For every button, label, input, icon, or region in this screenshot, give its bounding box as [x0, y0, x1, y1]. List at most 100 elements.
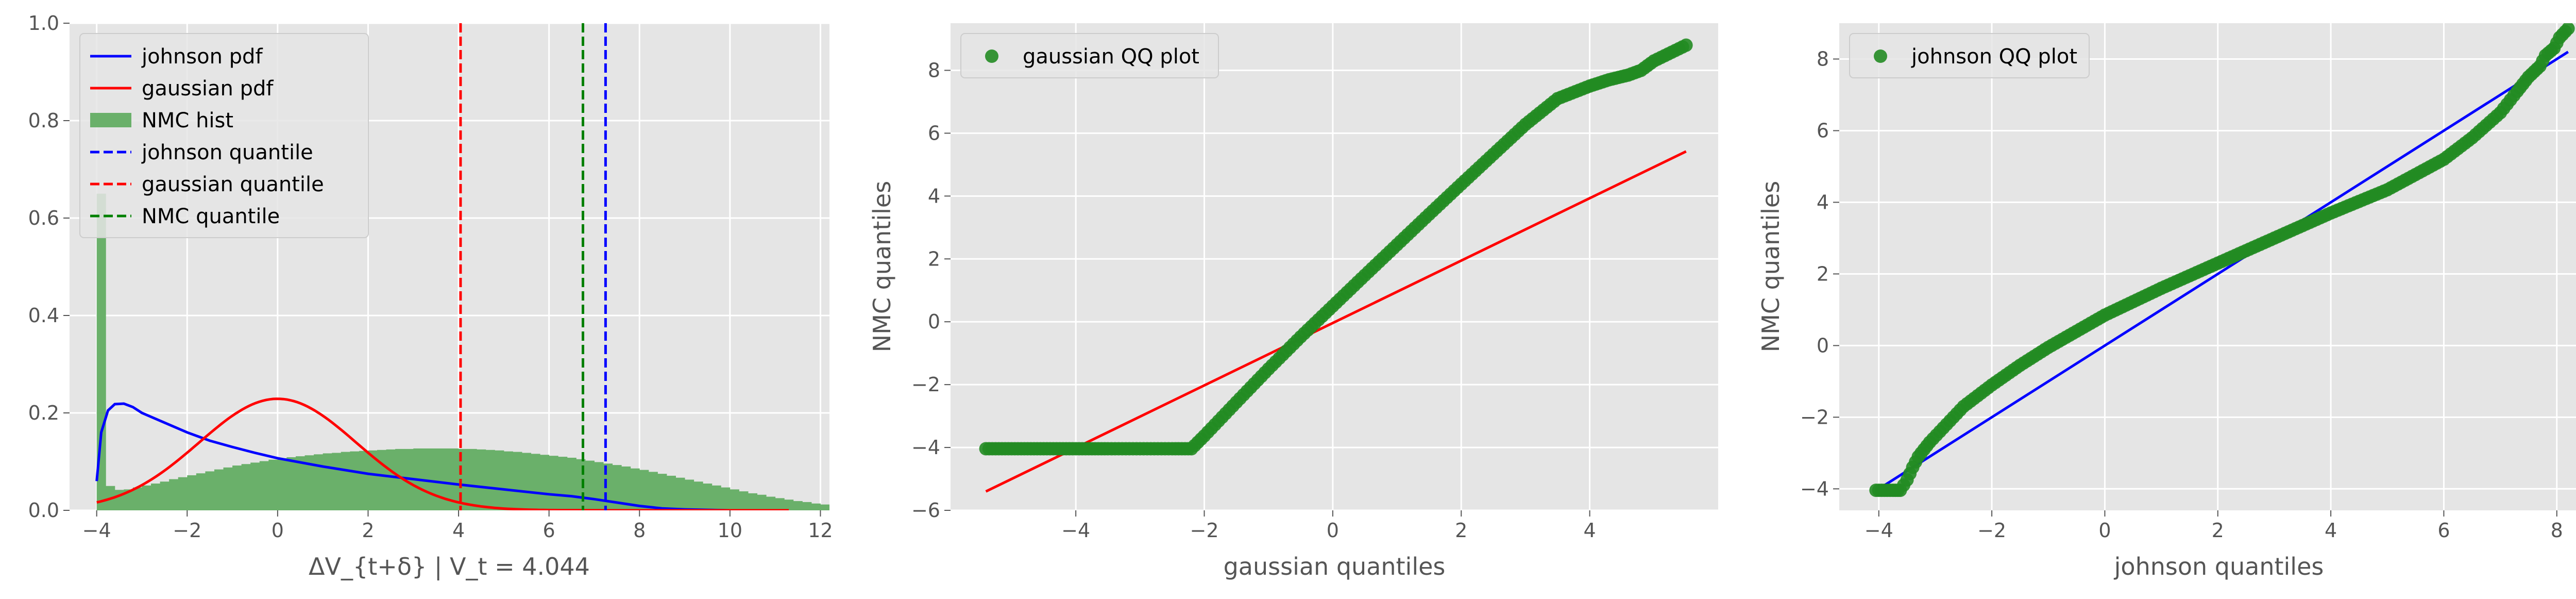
histogram-bar: [784, 500, 794, 510]
histogram-bar: [467, 448, 477, 510]
legend-label: johnson quantile: [141, 141, 313, 164]
histogram-bar: [820, 504, 829, 510]
histogram-bar: [377, 450, 387, 510]
y-tick-label: −6: [911, 499, 940, 522]
histogram-bar: [250, 462, 260, 510]
x-tick-label: 12: [808, 519, 833, 542]
histogram-bar: [775, 498, 785, 510]
histogram-bar: [477, 449, 486, 510]
histogram-bar: [187, 475, 197, 510]
y-tick-label: 4: [1817, 191, 1829, 213]
histogram-bar: [142, 485, 151, 510]
histogram-bar: [630, 468, 640, 510]
series-lines: [95, 23, 789, 510]
histogram-bar: [503, 451, 513, 510]
histogram-bar: [612, 465, 622, 510]
x-tick-label: −2: [1190, 519, 1218, 542]
histogram-bar: [304, 455, 314, 510]
x-tick-label: 8: [2551, 519, 2563, 542]
x-tick-label: 4: [1584, 519, 1596, 542]
y-tick-labels: −4 −2 0 2 4 6 8: [1800, 47, 1829, 500]
legend-frame: [79, 33, 369, 238]
johnson-qq-axes: −4 −2 0 2 4 6 8 −4 −2 0 2 4 6 8 johnson quantiles NM…: [1757, 23, 2576, 580]
histogram-bar: [395, 448, 405, 510]
legend: gaussian QQ plot: [960, 33, 1219, 78]
y-tick-label: 0: [928, 310, 940, 333]
x-axis-label: gaussian quantiles: [1224, 553, 1446, 580]
histogram-bar: [739, 491, 749, 510]
histogram-bar: [422, 448, 432, 510]
histogram-bar: [648, 472, 658, 510]
histogram-bar: [485, 450, 495, 510]
scatter-points: [1869, 23, 2575, 497]
y-tick-label: 1.0: [28, 12, 59, 35]
x-axis-label: ΔV_{t+δ} | V_t = 4.044: [309, 553, 590, 581]
y-tick-label: 8: [928, 59, 940, 81]
histogram-bar: [359, 451, 368, 510]
histogram-bar: [857, 508, 866, 510]
y-axis-label: NMC quantiles: [868, 181, 896, 352]
legend-label: NMC hist: [142, 109, 233, 132]
x-tick-label: 10: [718, 519, 742, 542]
histogram-bar: [567, 457, 577, 510]
x-tick-label: 4: [452, 519, 465, 542]
histogram-bar: [449, 448, 459, 510]
histogram-bar: [132, 487, 142, 510]
histogram-bar: [621, 466, 631, 510]
histogram-bar: [540, 455, 550, 510]
x-tick-label: 8: [633, 519, 646, 542]
x-tick-labels: −4 −2 0 2 4: [1061, 519, 1596, 542]
y-tick-labels: −6 −4 −2 0 2 4 6 8: [911, 59, 940, 522]
series-lines: [1875, 51, 2569, 492]
series-line: [95, 402, 789, 510]
x-tick-label: 6: [2437, 519, 2450, 542]
histogram-bar: [268, 459, 278, 510]
histogram-bar: [884, 509, 893, 510]
legend-frame: [960, 33, 1219, 78]
histogram-bar: [368, 450, 378, 510]
y-tick-label: 4: [928, 185, 940, 207]
y-tick-label: 8: [1817, 47, 1829, 70]
scatter-points: [979, 38, 1693, 456]
histogram-bar: [711, 485, 721, 510]
x-gridlines: [1878, 23, 2558, 517]
plot-background: [951, 23, 1718, 510]
histogram-bar: [241, 464, 251, 510]
x-tick-labels: −4 −2 0 2 4 6 8: [1865, 519, 2563, 542]
histogram-bar: [341, 452, 350, 510]
x-tick-label: −4: [1061, 519, 1090, 542]
histogram-bar: [169, 479, 179, 510]
histogram-bar: [802, 502, 812, 510]
x-tick-label: −2: [173, 519, 201, 542]
histogram-bar: [675, 477, 685, 510]
histogram-bar: [693, 481, 703, 510]
series-line: [96, 397, 789, 510]
histogram-bar: [521, 453, 532, 510]
histogram-bar: [549, 456, 558, 510]
histogram-axes: 0.0 0.2 0.4 0.6 0.8 1.0 −4 −2 0 2 4 6 8 10 12 ΔV_{t+δ…: [28, 12, 902, 581]
histogram-bar: [893, 509, 902, 510]
histogram-bar: [639, 470, 649, 510]
histogram-bar: [259, 461, 269, 510]
series-line: [1875, 51, 2569, 492]
legend-swatch: [1874, 49, 1887, 63]
histogram-bar: [848, 507, 857, 510]
x-tick-label: −2: [1977, 519, 2006, 542]
histogram-bar: [151, 484, 161, 510]
histogram-bar: [323, 453, 332, 510]
legend-frame: [1849, 33, 2090, 78]
y-tick-label: 0.4: [28, 304, 59, 327]
histogram-bar: [730, 489, 739, 510]
legend-label: gaussian pdf: [142, 77, 274, 101]
histogram-bar: [386, 449, 396, 510]
histogram-bar: [531, 454, 540, 510]
qq-point: [1679, 38, 1693, 52]
histogram-bar: [314, 454, 324, 510]
histogram-bar: [703, 484, 713, 510]
x-tick-label: 0: [1327, 519, 1339, 542]
x-tick-labels: −4 −2 0 2 4 6 8 10 12: [82, 519, 833, 542]
histogram-bar: [513, 452, 522, 510]
legend: johnson pdf gaussian pdf NMC hist johnson q…: [79, 33, 369, 238]
histogram-bar: [748, 493, 758, 510]
legend-label: gaussian quantile: [142, 173, 324, 196]
